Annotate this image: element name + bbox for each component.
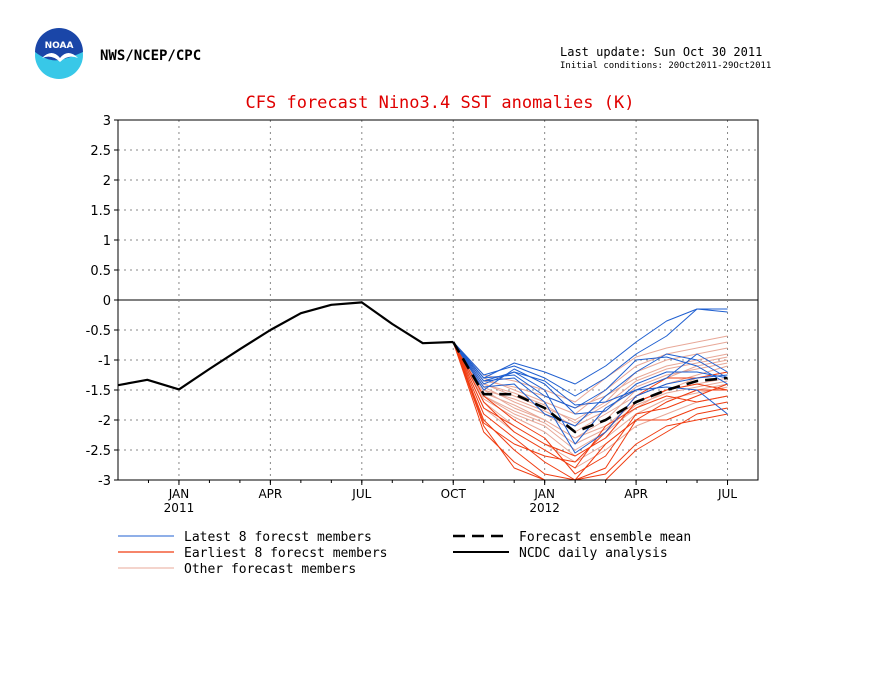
x-tick-label: JUL: [717, 487, 737, 501]
logo-text: NOAA: [45, 41, 74, 51]
y-tick-label: 0: [103, 294, 111, 309]
grid: [118, 120, 758, 480]
y-tick-label: 2.5: [90, 144, 111, 159]
other-member-line: [452, 341, 728, 427]
earliest-member-line: [452, 341, 728, 463]
latest-member-line: [452, 341, 728, 427]
y-tick-label: 1: [103, 234, 111, 249]
legend-label-other: Other forecast members: [184, 562, 356, 577]
logo-top: [35, 28, 83, 61]
series: [118, 301, 728, 480]
x-tick-label: JAN: [533, 487, 555, 501]
noaa-logo: NOAA: [35, 28, 83, 79]
y-tick-label: -1: [98, 354, 111, 369]
earliest-member-line: [452, 341, 728, 480]
y-tick-label: -2: [98, 414, 111, 429]
x-tick-year-label: 2012: [529, 501, 560, 515]
logo-gull-icon: [42, 53, 78, 62]
agency-label: NWS/NCEP/CPC: [100, 48, 201, 64]
initial-conditions: Initial conditions: 20Oct2011-29Oct2011: [560, 61, 771, 71]
y-tick-label: 1.5: [90, 204, 111, 219]
y-tick-label: 3: [103, 114, 111, 129]
x-tick-label: JAN: [168, 487, 190, 501]
earliest-member-line: [452, 341, 728, 475]
y-tick-label: 0.5: [90, 264, 111, 279]
ensemble-mean-line: [452, 341, 728, 434]
other-member-line: [452, 341, 728, 469]
legend-label-analysis: NCDC daily analysis: [519, 546, 668, 561]
y-tick-label: 2: [103, 174, 111, 189]
earliest-member-line: [452, 341, 728, 480]
other-member-line: [452, 341, 728, 451]
legend-label-earliest: Earliest 8 forecst members: [184, 546, 388, 561]
y-tick-label: -0.5: [86, 324, 111, 339]
legend-label-latest: Latest 8 forecst members: [184, 530, 372, 545]
legend-label-mean: Forecast ensemble mean: [519, 530, 691, 545]
x-tick-year-label: 2011: [164, 501, 195, 515]
ncdc-analysis-line: [118, 301, 454, 391]
plot-frame: [117, 119, 759, 481]
x-tick-label: OCT: [441, 487, 467, 501]
y-tick-label: -3: [98, 474, 111, 489]
y-tick-label: -1.5: [86, 384, 111, 399]
other-member-line: [452, 341, 728, 421]
latest-member-line: [452, 341, 728, 415]
last-update: Last update: Sun Oct 30 2011: [560, 45, 762, 59]
other-member-line: [452, 341, 728, 445]
x-tick-label: JUL: [351, 487, 371, 501]
x-tick-label: APR: [258, 487, 282, 501]
x-tick-label: APR: [624, 487, 648, 501]
other-member-line: [452, 341, 728, 409]
latest-member-line: [452, 308, 728, 397]
chart-title: CFS forecast Nino3.4 SST anomalies (K): [246, 93, 635, 113]
earliest-member-line: [452, 341, 728, 480]
y-tick-label: -2.5: [86, 444, 111, 459]
latest-member-line: [452, 341, 728, 415]
latest-member-line: [452, 308, 728, 385]
y-axis: 3 2.5 2 1.5 1 0.5 0 -0.5 -1 -1.5 -2 -2.5 -3: [86, 114, 118, 489]
